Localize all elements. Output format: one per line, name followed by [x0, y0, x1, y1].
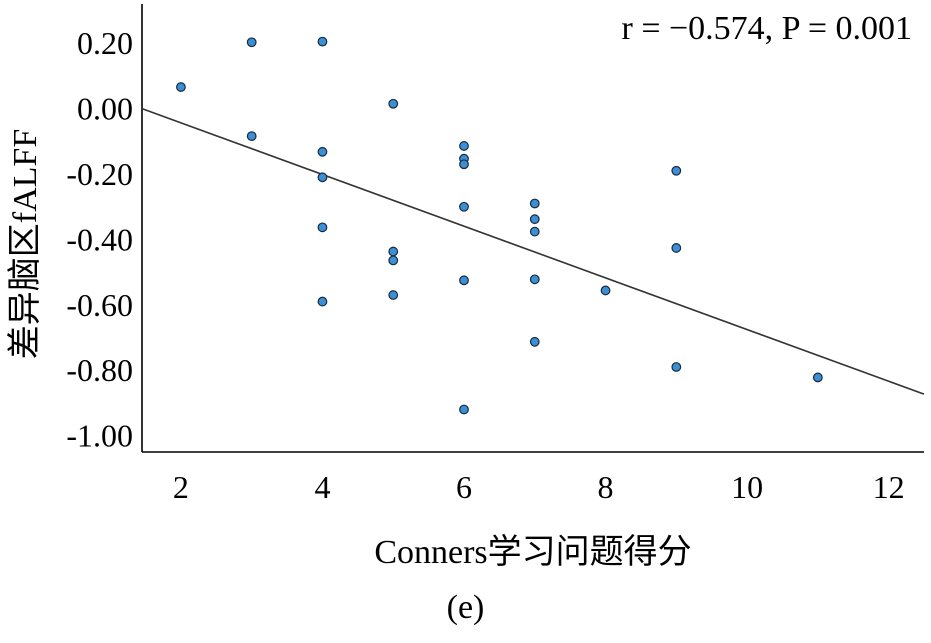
- correlation-annotation: r = −0.574, P = 0.001: [622, 10, 913, 47]
- data-point: [671, 243, 682, 253]
- data-point: [459, 201, 469, 212]
- data-point: [388, 255, 399, 266]
- y-axis-label: 差异脑区fALFF: [6, 129, 44, 359]
- y-tick-label: -0.80: [66, 352, 133, 388]
- regression-line: [141, 107, 925, 395]
- y-ticks: 0.20 0.00 -0.20 -0.40 -0.60 -0.80 -1.00: [66, 25, 133, 453]
- x-ticks: 2 4 6 8 10 12: [173, 469, 905, 505]
- data-point: [317, 296, 328, 307]
- data-point: [459, 141, 469, 151]
- figure-caption: (e): [446, 589, 485, 626]
- x-tick-label: 10: [731, 469, 763, 505]
- data-point: [529, 198, 540, 209]
- data-point: [529, 226, 540, 237]
- data-point: [317, 36, 328, 47]
- axes: [141, 4, 924, 453]
- x-tick-label: 8: [598, 469, 614, 505]
- x-tick-label: 6: [456, 469, 472, 505]
- data-point: [317, 146, 328, 157]
- y-tick-label: 0.00: [77, 91, 133, 127]
- data-point: [529, 274, 540, 285]
- data-point: [176, 82, 186, 92]
- data-point: [246, 37, 257, 48]
- data-point: [529, 214, 540, 225]
- x-tick-label: 12: [873, 469, 905, 505]
- y-tick-label: -0.60: [66, 287, 133, 323]
- y-tick-label: -1.00: [66, 418, 133, 454]
- y-tick-label: -0.20: [66, 156, 133, 192]
- data-points: [176, 36, 823, 415]
- data-point: [671, 165, 682, 176]
- data-point: [388, 246, 399, 257]
- data-point: [600, 285, 611, 296]
- data-point: [459, 404, 469, 415]
- data-point: [317, 172, 328, 183]
- data-point: [388, 98, 399, 109]
- scatter-chart: 0.20 0.00 -0.20 -0.40 -0.60 -0.80 -1.00 2 4 6 8 10…: [6, 4, 925, 571]
- y-tick-label: -0.40: [66, 221, 133, 257]
- x-tick-label: 2: [173, 469, 189, 505]
- data-point: [246, 131, 257, 142]
- data-point: [459, 275, 469, 286]
- data-point: [388, 290, 399, 300]
- x-tick-label: 4: [314, 469, 330, 505]
- y-tick-label: 0.20: [77, 25, 133, 61]
- data-point: [671, 362, 682, 372]
- x-axis-label: Conners学习问题得分: [374, 533, 691, 571]
- data-point: [459, 159, 469, 170]
- data-point: [317, 222, 328, 233]
- data-point: [812, 372, 823, 383]
- data-point: [529, 336, 540, 347]
